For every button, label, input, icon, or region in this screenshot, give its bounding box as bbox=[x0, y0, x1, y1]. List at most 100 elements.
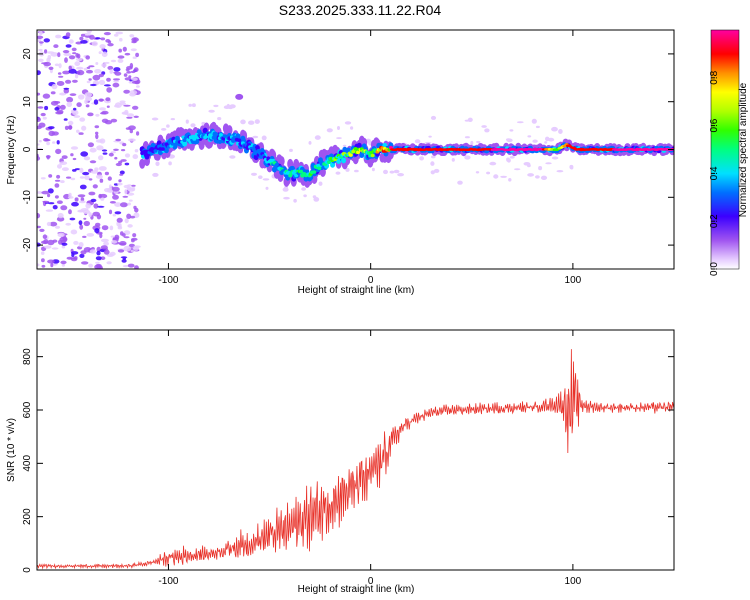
noise-speckle bbox=[86, 80, 91, 84]
noise-speckle bbox=[95, 131, 99, 135]
noise-speckle bbox=[118, 48, 122, 53]
scatter-speckle bbox=[551, 156, 559, 160]
noise-speckle bbox=[65, 44, 72, 48]
noise-speckle bbox=[124, 162, 130, 166]
noise-speckle bbox=[110, 59, 117, 63]
scatter-speckle bbox=[464, 155, 471, 160]
ridge-cell bbox=[160, 147, 165, 151]
noise-speckle bbox=[110, 151, 116, 154]
y-tick-label: -20 bbox=[22, 237, 33, 252]
noise-speckle bbox=[93, 203, 99, 209]
ridge-cell bbox=[163, 147, 169, 154]
scatter-speckle bbox=[431, 155, 436, 159]
noise-speckle bbox=[108, 152, 114, 157]
noise-speckle bbox=[70, 153, 74, 157]
noise-speckle bbox=[124, 153, 131, 158]
noise-speckle bbox=[95, 62, 99, 65]
scatter-speckle bbox=[393, 169, 400, 174]
scatter-speckle bbox=[516, 121, 524, 124]
noise-speckle bbox=[123, 245, 132, 252]
snr-y-label: SNR (10 * v/v) bbox=[6, 418, 17, 482]
scatter-speckle bbox=[545, 162, 552, 165]
noise-speckle bbox=[120, 202, 128, 208]
scatter-speckle bbox=[229, 155, 236, 159]
scatter-speckle bbox=[345, 167, 350, 172]
noise-speckle bbox=[48, 202, 55, 205]
ridge-cell bbox=[237, 138, 242, 143]
noise-speckle bbox=[59, 92, 67, 96]
noise-speckle bbox=[63, 52, 72, 57]
noise-speckle bbox=[98, 166, 107, 171]
noise-speckle bbox=[131, 186, 136, 192]
noise-speckle bbox=[66, 96, 74, 103]
ridge-cell bbox=[317, 166, 322, 170]
noise-speckle bbox=[95, 37, 101, 40]
noise-speckle bbox=[79, 184, 87, 190]
noise-speckle bbox=[106, 261, 112, 265]
noise-speckle bbox=[109, 201, 116, 204]
noise-speckle bbox=[83, 32, 92, 36]
noise-speckle bbox=[131, 184, 136, 187]
noise-speckle bbox=[41, 264, 46, 268]
noise-speckle bbox=[100, 37, 106, 41]
noise-speckle bbox=[80, 33, 86, 37]
noise-speckle bbox=[90, 198, 97, 203]
noise-speckle bbox=[87, 200, 92, 203]
y-tick-label: 600 bbox=[22, 401, 33, 418]
noise-speckle bbox=[39, 41, 44, 44]
scatter-speckle bbox=[185, 119, 189, 124]
scatter-speckle bbox=[430, 161, 435, 166]
noise-speckle bbox=[111, 240, 118, 244]
ridge-cell bbox=[235, 93, 244, 100]
scatter-speckle bbox=[336, 137, 342, 140]
noise-speckle bbox=[60, 205, 68, 211]
scatter-speckle bbox=[545, 136, 550, 142]
y-tick-label: 800 bbox=[22, 348, 33, 365]
snr-background bbox=[37, 330, 674, 570]
noise-speckle bbox=[46, 57, 51, 63]
noise-speckle bbox=[112, 82, 120, 88]
noise-speckle bbox=[107, 40, 112, 44]
noise-speckle bbox=[86, 69, 93, 74]
noise-speckle bbox=[78, 200, 86, 204]
noise-speckle bbox=[135, 52, 140, 58]
ridge-cell bbox=[214, 132, 219, 136]
noise-speckle bbox=[84, 99, 88, 105]
scatter-speckle bbox=[514, 168, 521, 171]
noise-speckle bbox=[103, 241, 109, 246]
scatter-speckle bbox=[190, 123, 196, 128]
noise-speckle bbox=[109, 225, 114, 231]
noise-speckle bbox=[94, 82, 99, 85]
spectrogram-y-label: Frequency (Hz) bbox=[6, 116, 17, 185]
scatter-speckle bbox=[433, 168, 440, 173]
noise-speckle bbox=[126, 213, 132, 219]
scatter-speckle bbox=[344, 121, 352, 125]
noise-speckle bbox=[66, 101, 73, 108]
noise-speckle bbox=[96, 250, 101, 256]
colorbar-tick-label: 0.0 bbox=[709, 262, 720, 276]
scatter-speckle bbox=[451, 158, 455, 162]
noise-speckle bbox=[44, 49, 48, 54]
colorbar-tick-label: 0.4 bbox=[709, 166, 720, 180]
scatter-speckle bbox=[151, 117, 159, 121]
noise-speckle bbox=[91, 41, 98, 47]
noise-speckle bbox=[57, 232, 65, 238]
noise-speckle bbox=[123, 73, 128, 77]
noise-speckle bbox=[133, 67, 139, 72]
noise-speckle bbox=[101, 51, 108, 58]
noise-speckle bbox=[117, 55, 125, 59]
noise-speckle bbox=[134, 149, 139, 153]
noise-speckle bbox=[123, 104, 131, 107]
noise-speckle bbox=[95, 113, 100, 117]
ridge-cell bbox=[293, 158, 300, 169]
scatter-speckle bbox=[508, 178, 512, 182]
noise-speckle bbox=[79, 224, 84, 230]
noise-speckle bbox=[130, 48, 137, 52]
noise-speckle bbox=[60, 260, 67, 265]
noise-speckle bbox=[60, 180, 65, 184]
scatter-speckle bbox=[419, 156, 424, 161]
spectrogram-marks bbox=[37, 30, 674, 269]
scatter-speckle bbox=[337, 126, 340, 130]
noise-speckle bbox=[129, 62, 134, 69]
noise-speckle bbox=[48, 126, 55, 130]
